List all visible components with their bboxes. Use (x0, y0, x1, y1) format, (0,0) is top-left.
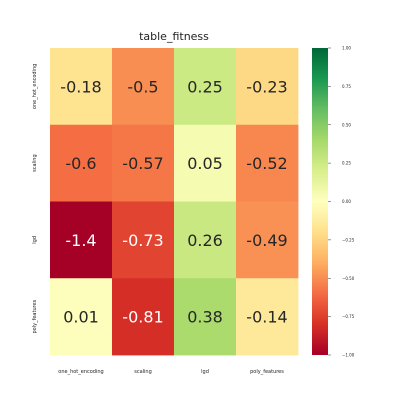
cell-value-label: -0.81 (122, 308, 163, 327)
y-tick-label: scaling (32, 154, 38, 172)
heatmap-cell (50, 124, 113, 202)
heatmap-cell (236, 201, 299, 279)
heatmap-cell (50, 278, 113, 356)
cell-value-label: 0.25 (187, 77, 223, 96)
y-tick-label: poly_features (32, 299, 38, 333)
colorbar-tick-label: 0.25 (342, 161, 351, 166)
cell-value-label: -1.4 (65, 231, 96, 250)
cell-value-label: -0.14 (246, 308, 287, 327)
cell-value-label: 0.01 (63, 308, 99, 327)
cell-value-label: 0.38 (187, 308, 223, 327)
cell-value-label: -0.23 (246, 77, 287, 96)
cell-value-label: 0.05 (187, 154, 223, 173)
heatmap-cell (174, 201, 237, 279)
y-tick-label: one_hot_encoding (32, 64, 38, 109)
cell-value-label: 0.26 (187, 231, 223, 250)
x-axis-labels: one_hot_encoding scaling lgd poly_features (58, 369, 284, 375)
x-tick-label: scaling (134, 369, 152, 375)
heatmap-cell (174, 48, 237, 126)
cell-annotations: -0.18 -0.5 0.25 -0.23 -0.6 -0.57 0.05 -0.52 -1.4… (60, 77, 287, 326)
colorbar-tick-label: −1.00 (342, 353, 355, 358)
x-tick-label: lgd (201, 369, 209, 375)
cell-value-label: -0.52 (246, 154, 287, 173)
cell-value-label: -0.73 (122, 231, 163, 250)
chart-title: table_fitness (139, 30, 209, 43)
colorbar-tick-label: 1.00 (342, 46, 351, 51)
cell-value-label: -0.49 (246, 231, 287, 250)
heatmap-cell (236, 48, 299, 126)
cell-value-label: -0.6 (65, 154, 96, 173)
heatmap-cell (112, 124, 175, 202)
colorbar-tick-label: 0.50 (342, 122, 351, 127)
colorbar: 1.00 0.75 0.50 0.25 0.00 −0.25 −0.50 −0.75 −1.00 (312, 46, 355, 358)
heatmap-cell (174, 278, 237, 356)
colorbar-tick-label: −0.50 (342, 276, 355, 281)
heatmap-cell (112, 278, 175, 356)
x-tick-label: one_hot_encoding (58, 369, 103, 375)
colorbar-gradient (312, 48, 328, 355)
colorbar-tick-label: 0.00 (342, 199, 351, 204)
colorbar-ticks: 1.00 0.75 0.50 0.25 0.00 −0.25 −0.50 −0.75 −1.00 (328, 46, 355, 358)
heatmap-cell (112, 201, 175, 279)
x-tick-label: poly_features (250, 369, 284, 375)
heatmap-cell (50, 48, 113, 126)
heatmap-cell (174, 124, 237, 202)
cell-value-label: -0.57 (122, 154, 163, 173)
heatmap-cell (236, 124, 299, 202)
heatmap-cell (236, 278, 299, 356)
cell-value-label: -0.18 (60, 77, 101, 96)
heatmap-cells (50, 48, 299, 356)
colorbar-tick-label: −0.25 (342, 237, 355, 242)
heatmap-cell (50, 201, 113, 279)
heatmap-cell (112, 48, 175, 126)
y-tick-label: lgd (32, 236, 38, 244)
colorbar-tick-label: −0.75 (342, 314, 355, 319)
colorbar-tick-label: 0.75 (342, 84, 351, 89)
cell-value-label: -0.5 (127, 77, 158, 96)
